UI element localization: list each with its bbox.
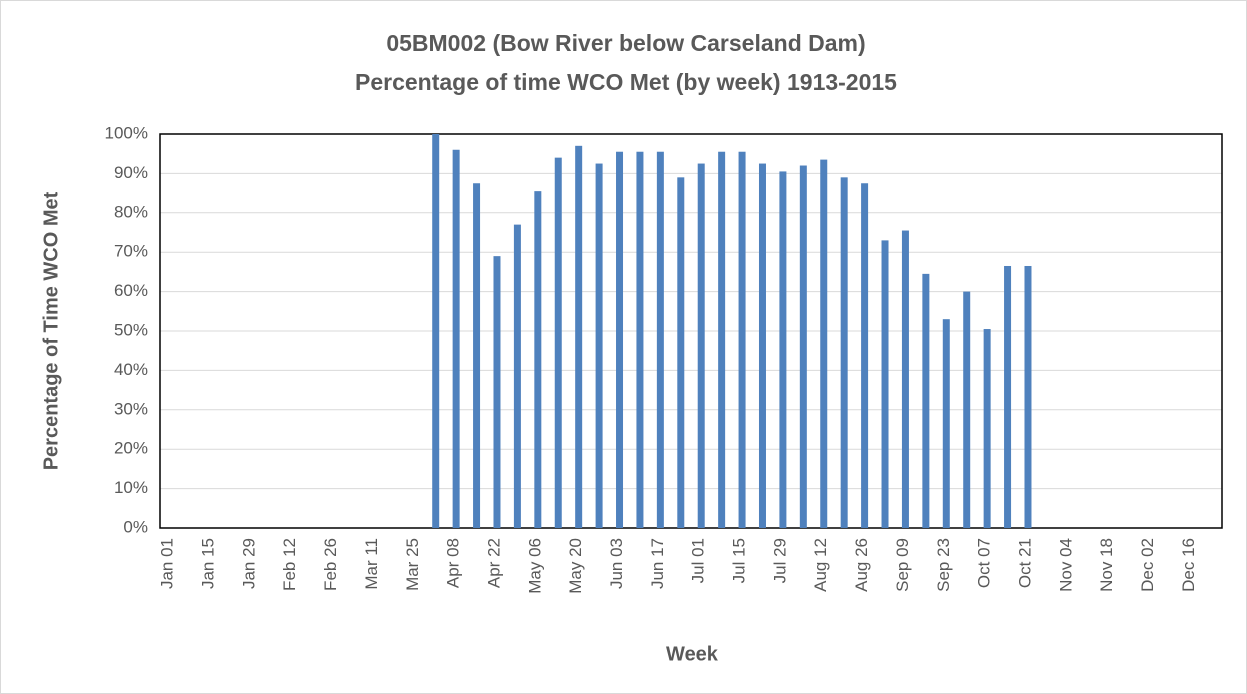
- y-axis-label: Percentage of Time WCO Met: [40, 191, 62, 470]
- x-tick-label: May 06: [525, 538, 544, 594]
- x-tick-label: Aug 26: [852, 538, 871, 592]
- bar: [473, 183, 481, 528]
- bar: [616, 151, 624, 529]
- bar: [840, 177, 848, 528]
- chart-subtitle: Percentage of time WCO Met (by week) 191…: [355, 69, 897, 95]
- bar: [656, 151, 664, 529]
- x-tick-label: Jun 17: [648, 538, 667, 589]
- bar: [452, 149, 460, 528]
- x-tick-label: Nov 04: [1056, 538, 1075, 592]
- bar: [636, 151, 644, 529]
- y-tick-label: 20%: [114, 439, 148, 458]
- x-tick-label: Jan 01: [158, 538, 177, 589]
- y-tick-label: 80%: [114, 202, 148, 221]
- x-tick-label: Feb 12: [280, 538, 299, 591]
- x-tick-label: Apr 22: [484, 538, 503, 588]
- x-tick-label: Jun 03: [607, 538, 626, 589]
- bar: [697, 163, 705, 529]
- bar: [432, 134, 440, 528]
- x-tick-label: Jul 29: [770, 538, 789, 583]
- x-tick-label: Dec 16: [1179, 538, 1198, 592]
- x-tick-label: Oct 07: [975, 538, 994, 588]
- x-tick-label: Sep 09: [893, 538, 912, 592]
- x-tick-label: Aug 12: [811, 538, 830, 592]
- bar: [779, 171, 787, 528]
- bar: [575, 145, 583, 528]
- x-tick-label: Nov 18: [1097, 538, 1116, 592]
- bar: [963, 291, 971, 528]
- x-tick-label: Apr 08: [444, 538, 463, 588]
- y-tick-label: 60%: [114, 281, 148, 300]
- y-tick-label: 70%: [114, 242, 148, 261]
- x-tick-label: Mar 11: [362, 538, 381, 590]
- x-tick-label: Jul 01: [689, 538, 708, 583]
- bar: [799, 165, 807, 528]
- x-tick-label: Jul 15: [730, 538, 749, 583]
- y-tick-label: 10%: [114, 478, 148, 497]
- bar: [718, 151, 726, 529]
- bar: [758, 163, 766, 529]
- bar: [677, 177, 685, 528]
- bar: [534, 191, 542, 528]
- x-tick-label: Mar 25: [403, 538, 422, 591]
- bar: [1004, 265, 1012, 528]
- plot-border: [159, 133, 1223, 529]
- x-tick-label: Jan 15: [199, 538, 218, 589]
- bar: [861, 183, 869, 528]
- y-tick-label: 40%: [114, 360, 148, 379]
- chart-title: 05BM002 (Bow River below Carseland Dam): [386, 30, 865, 56]
- y-tick-label: 30%: [114, 399, 148, 418]
- bar: [554, 157, 562, 528]
- bar: [881, 240, 889, 528]
- bar: [1024, 265, 1032, 528]
- bar: [922, 273, 930, 528]
- x-tick-label: Sep 23: [934, 538, 953, 592]
- bar: [942, 319, 950, 528]
- bar: [493, 256, 501, 528]
- x-tick-label: Jan 29: [239, 538, 258, 589]
- y-tick-label: 0%: [123, 517, 148, 536]
- bar: [738, 151, 746, 529]
- x-axis-label: Week: [666, 643, 719, 665]
- bar: [595, 163, 603, 529]
- y-tick-label: 50%: [114, 320, 148, 339]
- bar: [901, 230, 909, 528]
- x-tick-label: Feb 26: [321, 538, 340, 591]
- x-tick-label: Dec 02: [1138, 538, 1157, 592]
- y-tick-label: 90%: [114, 163, 148, 182]
- bar: [513, 224, 521, 528]
- bar: [820, 159, 828, 529]
- y-tick-label: 100%: [105, 123, 148, 142]
- bar: [983, 329, 991, 528]
- x-tick-label: Oct 21: [1015, 538, 1034, 588]
- x-tick-label: May 20: [566, 538, 585, 594]
